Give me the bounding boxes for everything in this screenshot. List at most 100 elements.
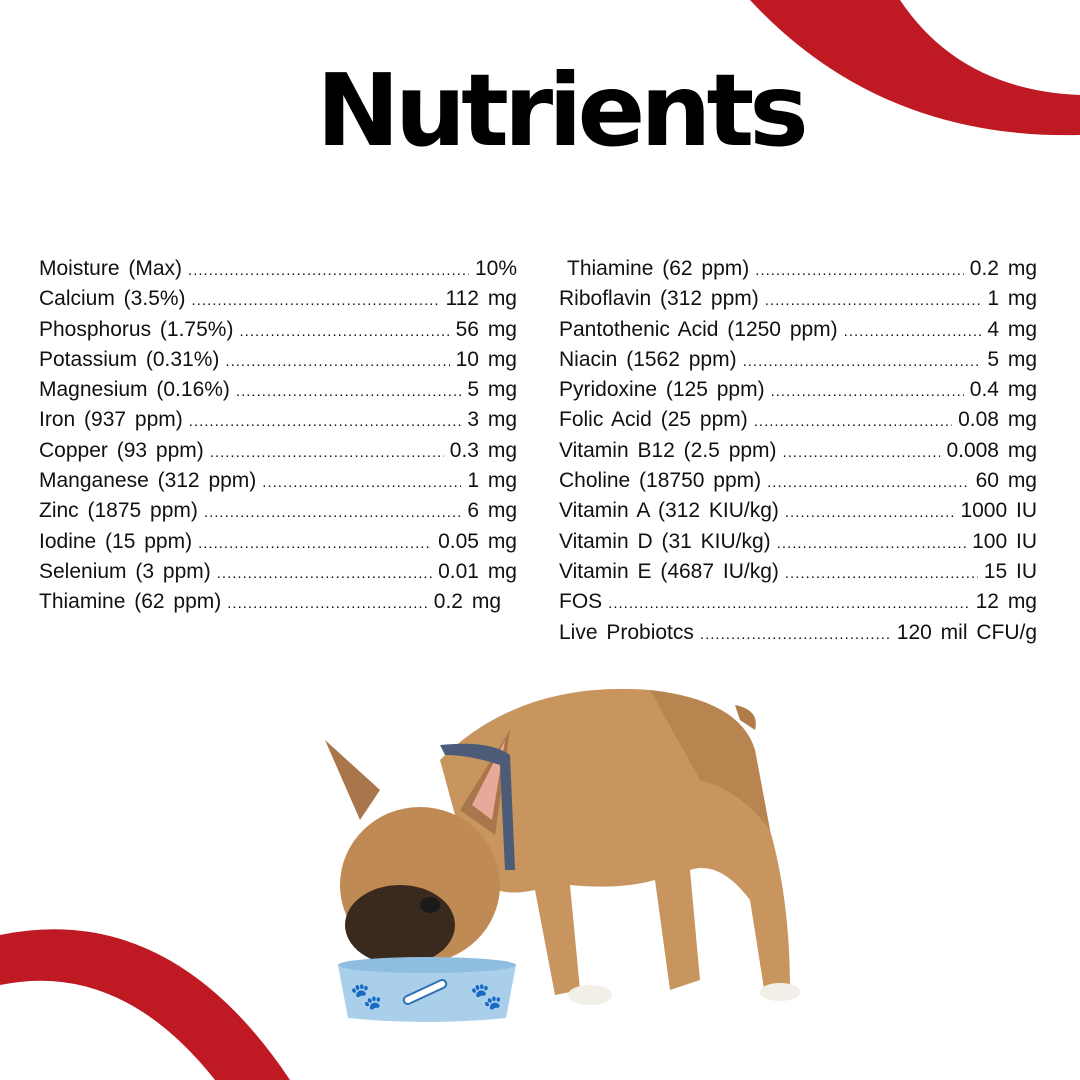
nutrient-label: Folic Acid (25 ppm) — [559, 408, 748, 432]
nutrient-label: Manganese (312 ppm) — [39, 469, 257, 493]
nutrient-row: Manganese (312 ppm) 1 mg — [39, 469, 517, 499]
dotted-leader — [785, 504, 955, 521]
nutrient-value: 0.008 mg — [946, 438, 1037, 462]
dog-illustration — [325, 688, 800, 1005]
dotted-leader — [239, 323, 449, 340]
nutrient-row: Moisture (Max) 10% — [39, 257, 517, 287]
nutrient-label: Selenium (3 ppm) — [39, 559, 211, 583]
top-right-swoosh — [750, 0, 1080, 136]
nutrient-value: 6 mg — [467, 499, 517, 523]
dotted-leader — [783, 444, 941, 461]
nutrient-value: 5 mg — [987, 347, 1037, 371]
dotted-leader — [262, 474, 461, 491]
nutrient-label: Thiamine (62 ppm) — [39, 590, 222, 614]
bone-icon — [402, 978, 448, 1006]
nutrient-row: Live Probiotcs 120 mil CFU/g — [559, 621, 1037, 651]
nutrient-value: 1000 IU — [960, 499, 1037, 523]
nutrient-label: Iron (937 ppm) — [39, 408, 183, 432]
nutrient-value: 0.2 mg — [969, 257, 1037, 280]
nutrient-row: Thiamine (62 ppm) 0.2 mg — [559, 257, 1037, 287]
nutrient-value: 5 mg — [467, 378, 517, 402]
dotted-leader — [844, 323, 982, 340]
nutrient-label: Copper (93 ppm) — [39, 438, 204, 462]
nutrient-row: Vitamin A (312 KIU/kg) 1000 IU — [559, 499, 1037, 529]
nutrient-row: Selenium (3 ppm) 0.01 mg — [39, 560, 517, 590]
nutrient-value: 120 mil CFU/g — [896, 620, 1037, 644]
nutrient-label: Vitamin B12 (2.5 ppm) — [559, 438, 777, 462]
nutrient-value: 0.2 mg — [433, 590, 501, 614]
nutrient-value: 10% — [474, 257, 517, 280]
nutrient-value: 1 mg — [987, 287, 1037, 311]
nutrient-label: Pantothenic Acid (1250 ppm) — [559, 317, 838, 341]
nutrient-label: Riboflavin (312 ppm) — [559, 287, 759, 311]
nutrient-value: 10 mg — [455, 347, 517, 371]
nutrient-label: FOS — [559, 590, 603, 614]
nutrient-label: Calcium (3.5%) — [39, 287, 186, 311]
nutrient-value: 1 mg — [467, 469, 517, 493]
dotted-leader — [767, 474, 970, 491]
nutrient-row: Pyridoxine (125 ppm) 0.4 mg — [559, 378, 1037, 408]
nutrient-value: 60 mg — [975, 469, 1037, 493]
nutrient-row: Vitamin B12 (2.5 ppm) 0.008 mg — [559, 439, 1037, 469]
nutrient-value: 0.08 mg — [958, 408, 1037, 432]
nutrient-row: Magnesium (0.16%) 5 mg — [39, 378, 517, 408]
nutrient-row: Calcium (3.5%) 112 mg — [39, 287, 517, 317]
nutrient-value: 12 mg — [975, 590, 1037, 614]
nutrient-row: Thiamine (62 ppm) 0.2 mg — [39, 590, 501, 620]
nutrient-value: 100 IU — [972, 529, 1037, 553]
dotted-leader — [210, 444, 444, 461]
nutrient-label: Iodine (15 ppm) — [39, 529, 193, 553]
nutrient-row: Choline (18750 ppm) 60 mg — [559, 469, 1037, 499]
nutrient-row: Vitamin E (4687 IU/kg) 15 IU — [559, 560, 1037, 590]
page-title: Nutrients — [316, 52, 809, 169]
dotted-leader — [225, 353, 449, 370]
dotted-leader — [227, 595, 428, 612]
nutrient-value: 112 mg — [445, 287, 518, 311]
dotted-leader — [743, 353, 982, 370]
nutrient-row: FOS 12 mg — [559, 590, 1037, 620]
dotted-leader — [198, 535, 432, 552]
nutrient-row: Pantothenic Acid (1250 ppm) 4 mg — [559, 318, 1037, 348]
dotted-leader — [785, 565, 978, 582]
dotted-leader — [777, 535, 966, 552]
nutrient-row: Iodine (15 ppm) 0.05 mg — [39, 530, 517, 560]
nutrient-label: Niacin (1562 ppm) — [559, 347, 737, 371]
nutrient-label: Magnesium (0.16%) — [39, 378, 230, 402]
dotted-leader — [236, 383, 461, 400]
nutrient-row: Riboflavin (312 ppm) 1 mg — [559, 287, 1037, 317]
dotted-leader — [765, 292, 982, 309]
dotted-leader — [192, 292, 440, 309]
dotted-leader — [204, 504, 461, 521]
nutrient-label: Live Probiotcs — [559, 620, 694, 644]
nutrient-label: Vitamin D (31 KIU/kg) — [559, 529, 771, 553]
dotted-leader — [608, 595, 969, 612]
nutrient-row: Niacin (1562 ppm) 5 mg — [559, 348, 1037, 378]
nutrients-left-column: Moisture (Max) 10% Calcium (3.5%) 112 mg Pho… — [39, 257, 517, 621]
dotted-leader — [755, 262, 964, 279]
nutrient-value: 0.01 mg — [438, 559, 517, 583]
nutrient-label: Vitamin A (312 KIU/kg) — [559, 499, 779, 523]
paw-print-icon: 🐾 — [350, 981, 382, 1011]
nutrient-row: Copper (93 ppm) 0.3 mg — [39, 439, 517, 469]
nutrient-value: 56 mg — [455, 317, 517, 341]
nutrient-row: Potassium (0.31%) 10 mg — [39, 348, 517, 378]
nutrient-row: Iron (937 ppm) 3 mg — [39, 408, 517, 438]
nutrient-label: Choline (18750 ppm) — [559, 469, 762, 493]
food-bowl: 🐾 🐾 — [338, 957, 516, 1022]
nutrient-label: Potassium (0.31%) — [39, 347, 220, 371]
dotted-leader — [188, 262, 469, 279]
nutrient-label: Moisture (Max) — [39, 257, 183, 280]
nutrient-row: Phosphorus (1.75%) 56 mg — [39, 318, 517, 348]
nutrient-label: Pyridoxine (125 ppm) — [559, 378, 765, 402]
nutrient-value: 0.05 mg — [438, 529, 517, 553]
nutrient-row: Folic Acid (25 ppm) 0.08 mg — [559, 408, 1037, 438]
nutrient-value: 4 mg — [987, 317, 1037, 341]
nutrient-value: 0.3 mg — [449, 438, 517, 462]
nutrient-value: 0.4 mg — [969, 378, 1037, 402]
dotted-leader — [217, 565, 432, 582]
nutrient-label: Phosphorus (1.75%) — [39, 317, 234, 341]
dotted-leader — [700, 626, 891, 643]
dog-eating-image: 🐾 🐾 — [325, 688, 800, 1022]
nutrient-row: Zinc (1875 ppm) 6 mg — [39, 499, 517, 529]
